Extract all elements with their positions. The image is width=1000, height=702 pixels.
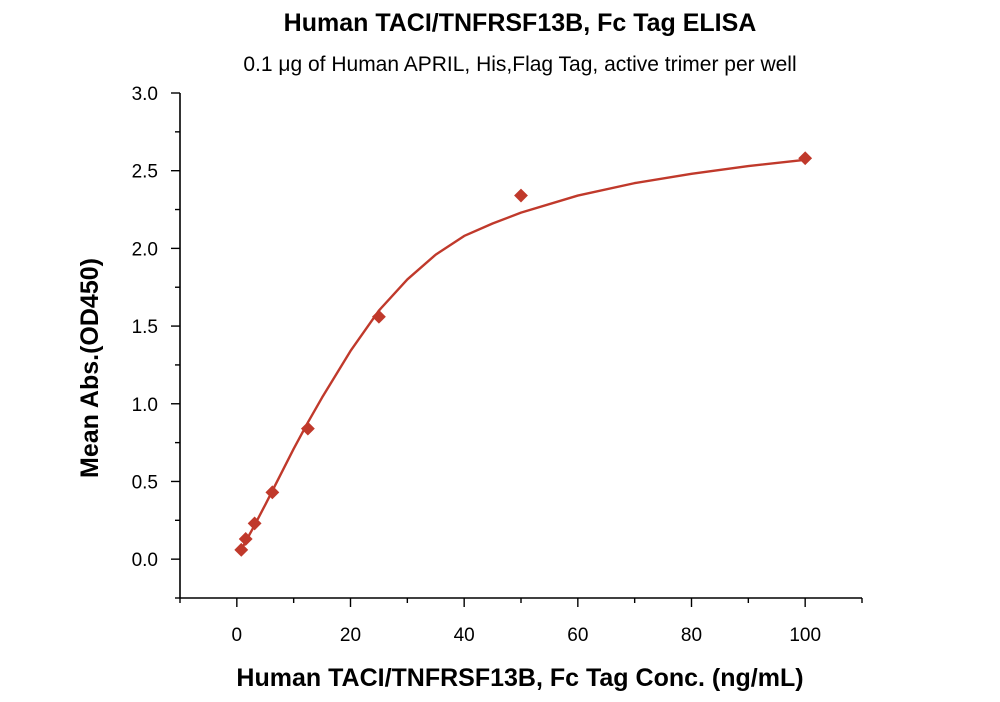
y-tick-label: 1.0: [132, 395, 158, 416]
data-point: [238, 532, 253, 546]
y-tick-label: 2.0: [132, 239, 158, 260]
data-point: [514, 188, 528, 203]
x-tick-label: 0: [232, 625, 243, 646]
y-tick-label: 2.5: [132, 162, 158, 183]
data-point: [247, 516, 262, 531]
y-tick-label: 1.5: [132, 317, 158, 338]
y-tick-label: 0.5: [132, 472, 158, 493]
x-tick-label: 100: [789, 625, 821, 646]
x-tick-label: 80: [681, 625, 702, 646]
data-point: [234, 542, 249, 557]
data-point: [371, 309, 386, 324]
data-point: [265, 485, 280, 500]
x-tick-label: 20: [340, 625, 361, 646]
plot-area: 0.0 0.5 1.0 1.5 2.0 2.5 3.0 0 20 40 60 80 100: [132, 84, 863, 646]
y-axis-label: Mean Abs.(OD450): [76, 258, 104, 478]
chart-title: Human TACI/TNFRSF13B, Fc Tag ELISA: [284, 9, 757, 37]
chart-subtitle: 0.1 μg of Human APRIL, His,Flag Tag, act…: [243, 53, 796, 76]
x-axis-label: Human TACI/TNFRSF13B, Fc Tag Conc. (ng/m…: [236, 664, 803, 692]
data-point: [300, 421, 315, 436]
y-tick-label: 0.0: [132, 550, 158, 571]
y-tick-label: 3.0: [132, 84, 158, 105]
x-tick-label: 40: [454, 625, 475, 646]
fit-curve-line: [240, 158, 806, 551]
x-tick-label: 60: [567, 625, 588, 646]
data-point: [798, 151, 813, 166]
